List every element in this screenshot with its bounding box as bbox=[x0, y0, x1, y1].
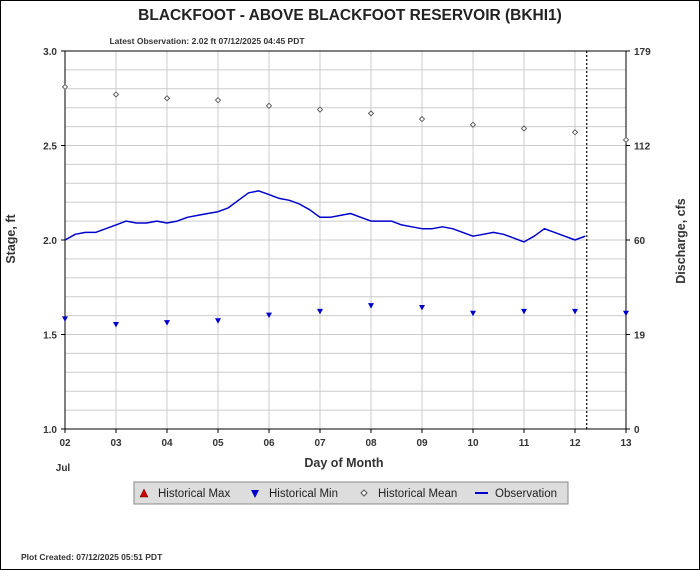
y2-tick-label: 179 bbox=[634, 47, 651, 58]
historical-max-legend-marker bbox=[139, 488, 149, 498]
historical-min-point bbox=[521, 308, 527, 315]
x-tick-label: 09 bbox=[416, 438, 428, 449]
legend-historical-mean: Historical Mean bbox=[378, 488, 457, 500]
x-tick-label: 02 bbox=[59, 438, 71, 449]
historical-mean-point bbox=[571, 129, 579, 136]
legend-historical-min: Historical Min bbox=[269, 488, 338, 500]
plot-area: 02 03 04 05 06 07 08 09 10 11 12 13 1.0 1.5 2.0 2.5 3.0 0… bbox=[43, 47, 651, 449]
historical-min-point bbox=[266, 312, 272, 319]
chart-title: BLACKFOOT - ABOVE BLACKFOOT RESERVOIR (B… bbox=[138, 7, 562, 24]
historical-mean-point bbox=[214, 97, 222, 104]
historical-min-point bbox=[368, 303, 374, 309]
y-tick-label: 1.5 bbox=[43, 331, 57, 342]
x-tick-label: 07 bbox=[314, 438, 326, 449]
y2-axis-label: Discharge, cfs bbox=[674, 198, 688, 284]
y2-tick-label: 0 bbox=[634, 425, 640, 436]
x-tick-label: 11 bbox=[519, 438, 530, 449]
historical-mean-point bbox=[367, 110, 375, 117]
x-tick-label: 08 bbox=[365, 438, 377, 449]
historical-min-point bbox=[470, 310, 476, 317]
historical-min-point bbox=[419, 305, 425, 311]
x-tick-label: 05 bbox=[212, 438, 224, 449]
historical-min-point bbox=[623, 310, 629, 317]
x-tick-label: 13 bbox=[620, 438, 632, 449]
plot-created-footer: Plot Created: 07/12/2025 05:51 PDT bbox=[21, 552, 163, 562]
x-tick-label: 10 bbox=[467, 438, 479, 449]
historical-mean-point bbox=[520, 125, 528, 132]
x-axis-label: Day of Month bbox=[304, 456, 383, 470]
historical-mean-point bbox=[622, 136, 630, 143]
y2-tick-label: 19 bbox=[634, 331, 646, 342]
historical-min-point bbox=[572, 308, 578, 315]
x-tick-label: 06 bbox=[263, 438, 275, 449]
historical-min-point bbox=[62, 316, 68, 322]
legend-observation: Observation bbox=[495, 488, 557, 500]
historical-mean-point bbox=[469, 121, 477, 128]
x-tick-label: 04 bbox=[161, 438, 173, 449]
historical-min-legend-marker bbox=[251, 490, 259, 498]
y-axis-label: Stage, ft bbox=[4, 214, 18, 264]
x-axis-month-label: Jul bbox=[56, 463, 71, 474]
historical-min-point bbox=[164, 320, 170, 326]
y2-tick-label: 60 bbox=[634, 236, 646, 247]
historical-mean-legend-marker bbox=[360, 489, 368, 497]
y-tick-label: 2.0 bbox=[43, 236, 57, 247]
x-tick-label: 12 bbox=[569, 438, 581, 449]
y-tick-label: 1.0 bbox=[43, 425, 57, 436]
historical-mean-point bbox=[61, 83, 69, 91]
observation-series-line bbox=[64, 190, 586, 243]
legend: Historical Max Historical Min Historical… bbox=[133, 481, 569, 505]
historical-mean-point bbox=[265, 102, 273, 109]
y-tick-label: 3.0 bbox=[43, 47, 57, 58]
historical-min-point bbox=[215, 318, 221, 324]
historical-min-point bbox=[113, 322, 119, 328]
historical-min-point bbox=[317, 308, 323, 315]
y2-tick-label: 112 bbox=[634, 142, 651, 153]
chart-subtitle: Latest Observation: 2.02 ft 07/12/2025 0… bbox=[109, 36, 305, 46]
x-tick-label: 03 bbox=[110, 438, 122, 449]
legend-historical-max: Historical Max bbox=[158, 488, 230, 500]
historical-mean-point bbox=[418, 115, 426, 123]
historical-mean-point bbox=[112, 91, 120, 98]
y-tick-label: 2.5 bbox=[43, 142, 57, 153]
historical-mean-point bbox=[163, 95, 171, 102]
historical-mean-point bbox=[316, 106, 324, 113]
